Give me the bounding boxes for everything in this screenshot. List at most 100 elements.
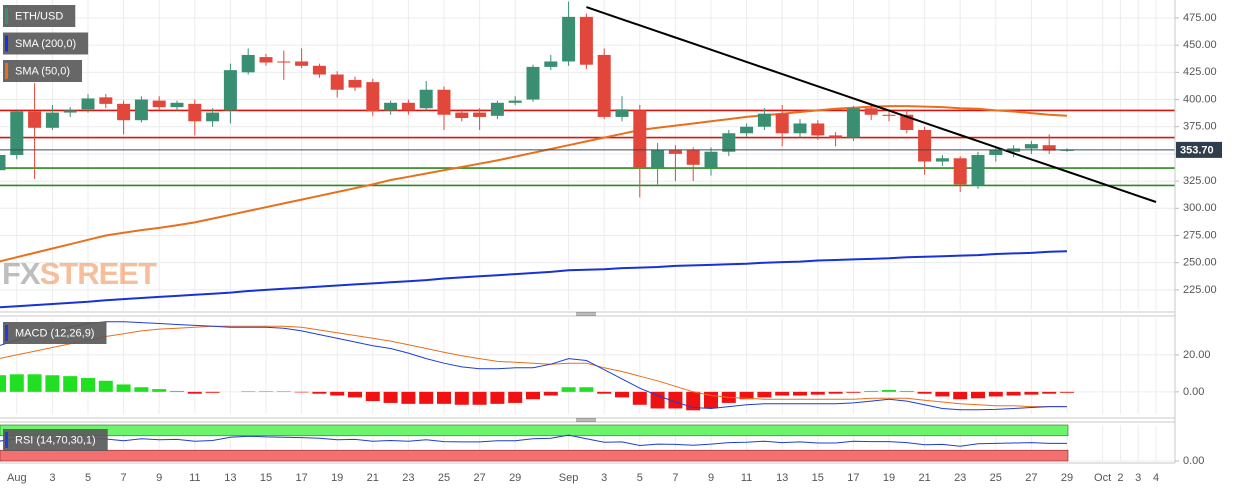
x-tick-label: 19 (883, 472, 895, 484)
legend-item: MACD (12,26,9) (3, 322, 107, 344)
x-tick-label: 29 (1061, 472, 1073, 484)
candle-body (704, 151, 718, 169)
x-tick-label: 3 (601, 472, 607, 484)
legend-item: SMA (50,0) (3, 60, 83, 82)
histogram-bar (757, 391, 772, 398)
rsi-line (0, 434, 1067, 447)
histogram-bar (472, 391, 487, 405)
histogram-bar (454, 391, 469, 405)
histogram-bar (526, 391, 540, 400)
x-tick-label: 9 (708, 472, 714, 484)
candle-body (686, 149, 700, 165)
watermark: FXSTREET (2, 256, 157, 291)
x-tick-label: 17 (295, 472, 307, 484)
histogram-bar (543, 391, 558, 396)
x-tick-label: 27 (473, 472, 485, 484)
sma-line (0, 250, 1068, 309)
x-tick-label: 13 (224, 472, 236, 484)
histogram-bar (917, 391, 932, 394)
histogram-bar (828, 391, 843, 394)
resize-handle[interactable] (576, 418, 596, 422)
legend-label: SMA (200,0) (15, 38, 76, 50)
histogram-bar (205, 391, 220, 393)
histogram-bar (864, 390, 879, 392)
histogram-bar (650, 391, 665, 409)
candle-body (419, 89, 433, 109)
labels: Aug 3 5 7 9 11 13 15 17 19 21 23 25 27 29 Sep 3 5 7 9 11 13 15… (7, 12, 1222, 484)
overbought-band (0, 424, 1069, 437)
candle-body (384, 102, 398, 111)
histogram-bar (508, 391, 523, 403)
candle-body (579, 16, 593, 65)
candle-body (348, 79, 362, 88)
x-tick-label: 3 (1135, 472, 1141, 484)
x-tick-label: 3 (49, 472, 55, 484)
candle-body (562, 16, 576, 62)
x-tick-label: 25 (990, 472, 1002, 484)
candle-body (206, 112, 220, 122)
legend-box (3, 60, 83, 82)
x-tick-label: 4 (1153, 472, 1159, 484)
candle-body (134, 99, 148, 121)
candle-body (846, 108, 860, 138)
candle-body (401, 102, 415, 111)
candle-body (188, 103, 202, 122)
histogram-bar (775, 391, 790, 396)
legend-item: RSI (14,70,30,1) (3, 429, 108, 451)
histogram-bar (579, 387, 594, 392)
legend-label: ETH/USD (15, 10, 63, 22)
legend-swatch (5, 325, 8, 341)
candle-body (882, 114, 896, 116)
histogram-bar (561, 387, 576, 392)
x-tick-label: 15 (260, 472, 272, 484)
candle-body (953, 158, 967, 185)
candle-body (971, 155, 985, 186)
histogram-bar (81, 378, 95, 392)
y-tick-label: 20.00 (1183, 349, 1211, 361)
histogram-bar (27, 374, 42, 392)
candle-body (508, 100, 522, 103)
histogram-bar (1024, 391, 1039, 395)
x-tick-label: Aug (7, 472, 27, 484)
y-tick-label: 300.00 (1183, 202, 1217, 214)
candle-body (811, 123, 825, 136)
candle-body (330, 74, 344, 90)
x-tick-label: 13 (776, 472, 788, 484)
candle-body (668, 149, 682, 154)
histogram-bar (365, 391, 380, 402)
candle-body (0, 155, 6, 171)
x-tick-label: 7 (121, 472, 127, 484)
candle-body (633, 110, 647, 169)
y-tick-label: 275.00 (1183, 229, 1217, 241)
grid (0, 0, 1175, 462)
histogram-bar (259, 391, 273, 392)
legend-box (3, 322, 107, 344)
candle-body (259, 57, 273, 63)
x-tick-label: 7 (672, 472, 678, 484)
y-tick-label: 0.00 (1183, 455, 1204, 467)
histogram-bar (793, 391, 807, 396)
histogram-bar (241, 391, 256, 392)
candle-body (241, 54, 255, 73)
signal-line (0, 325, 1067, 408)
candle-body (63, 110, 77, 113)
last-price-label: 353.70 (1180, 144, 1214, 156)
watermark-part: STREET (40, 256, 157, 291)
histogram-bar (846, 391, 861, 393)
candle-body (117, 103, 131, 121)
last-price-box (1176, 141, 1222, 158)
histogram-bar (330, 391, 345, 396)
legend-swatch (5, 8, 8, 24)
histogram-bar (615, 391, 629, 398)
x-tick-label: Oct (1094, 472, 1111, 484)
candle-body (1042, 145, 1056, 151)
x-tick-label: 27 (1025, 472, 1037, 484)
legend-swatch (5, 63, 8, 79)
histogram-bar (882, 390, 896, 392)
x-tick-label: 5 (85, 472, 91, 484)
candle-body (829, 135, 843, 138)
histogram-bar (953, 391, 968, 400)
candle-body (597, 54, 611, 117)
resize-handle[interactable] (576, 312, 596, 316)
